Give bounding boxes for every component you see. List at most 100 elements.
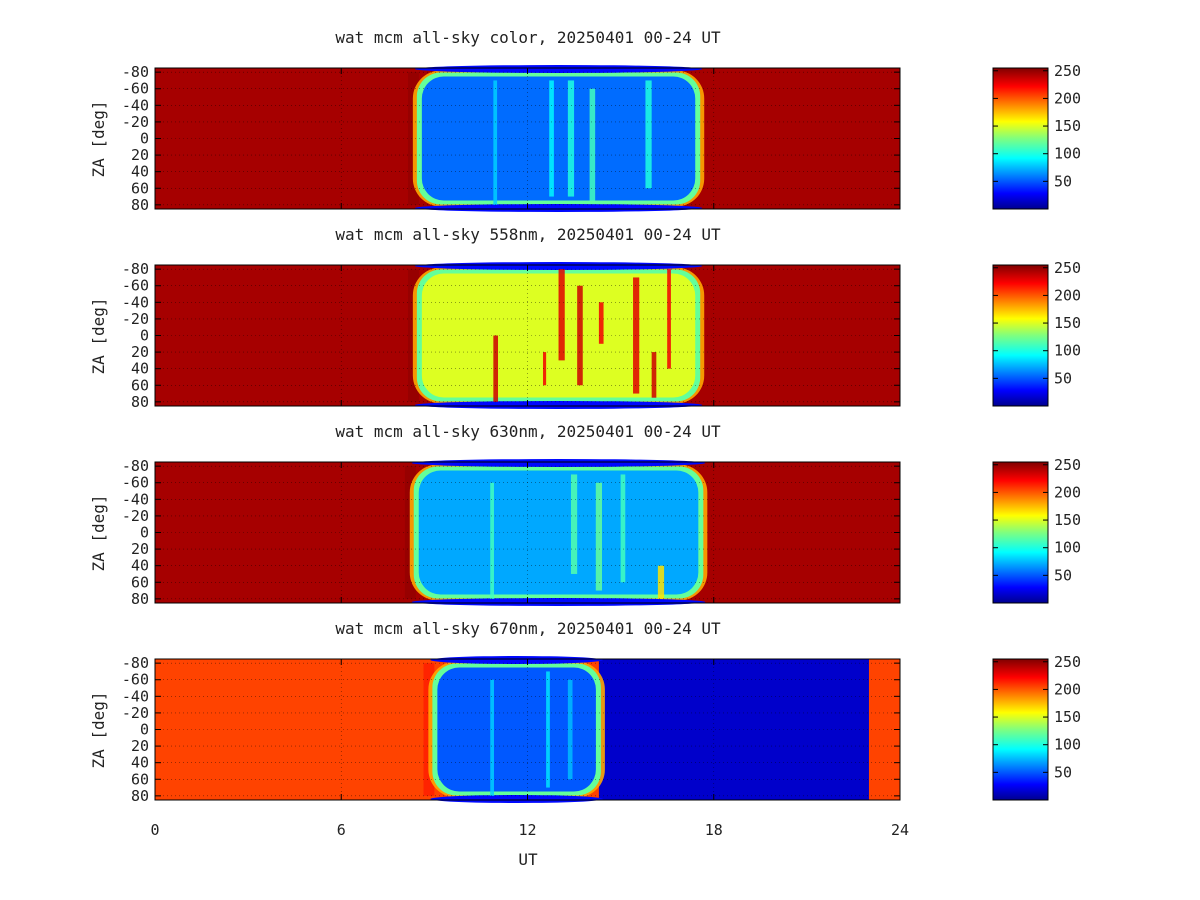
y-tick-label: 80 bbox=[131, 590, 149, 608]
y-tick-label: 20 bbox=[131, 146, 149, 164]
heatmap-streak bbox=[493, 80, 498, 205]
y-tick-label: 20 bbox=[131, 737, 149, 755]
x-tick-label: 6 bbox=[337, 821, 346, 839]
y-tick-label: 0 bbox=[140, 524, 149, 542]
colorbar-tick-label: 250 bbox=[1054, 456, 1081, 474]
y-tick-label: 80 bbox=[131, 196, 149, 214]
colorbar-tick-label: 100 bbox=[1054, 736, 1081, 754]
y-tick-label: 0 bbox=[140, 327, 149, 345]
y-tick-label: -60 bbox=[122, 80, 149, 98]
heatmap-horizon-top bbox=[414, 262, 703, 270]
y-tick-label: 60 bbox=[131, 376, 149, 394]
panel-title: wat mcm all-sky color, 20250401 00-24 UT bbox=[335, 28, 721, 47]
heatmap-night-region bbox=[437, 667, 596, 792]
y-tick-label: 0 bbox=[140, 721, 149, 739]
heatmap-streak bbox=[543, 352, 547, 386]
y-tick-label: -80 bbox=[122, 63, 149, 81]
y-tick-label: -20 bbox=[122, 310, 149, 328]
colorbar-tick-label: 100 bbox=[1054, 539, 1081, 557]
colorbar-tick-label: 50 bbox=[1054, 172, 1072, 190]
y-tick-label: 60 bbox=[131, 179, 149, 197]
panel-title: wat mcm all-sky 558nm, 20250401 00-24 UT bbox=[335, 225, 721, 244]
panel-4: wat mcm all-sky 670nm, 20250401 00-24 UT… bbox=[89, 619, 1081, 869]
x-tick-label: 12 bbox=[518, 821, 536, 839]
colorbar-tick-label: 50 bbox=[1054, 566, 1072, 584]
colorbar bbox=[992, 658, 1049, 801]
colorbar-tick-label: 200 bbox=[1054, 483, 1081, 501]
colorbar-tick-label: 100 bbox=[1054, 145, 1081, 163]
y-tick-label: 40 bbox=[131, 360, 149, 378]
y-tick-label: -20 bbox=[122, 113, 149, 131]
heatmap-horizon-bottom bbox=[430, 795, 603, 803]
colorbar bbox=[992, 67, 1049, 210]
x-tick-label: 0 bbox=[150, 821, 159, 839]
y-tick-label: -60 bbox=[122, 277, 149, 295]
y-tick-label: 20 bbox=[131, 343, 149, 361]
heatmap-horizon-top bbox=[411, 459, 706, 467]
colorbar bbox=[992, 264, 1049, 407]
y-tick-label: -60 bbox=[122, 671, 149, 689]
heatmap-horizon-bottom bbox=[414, 204, 703, 212]
heatmap-horizon-top bbox=[430, 656, 603, 664]
heatmap-streak bbox=[589, 88, 596, 201]
y-tick-label: 60 bbox=[131, 770, 149, 788]
colorbar-tick-label: 150 bbox=[1054, 511, 1081, 529]
panel-title: wat mcm all-sky 670nm, 20250401 00-24 UT bbox=[335, 619, 721, 638]
x-tick-label: 18 bbox=[705, 821, 723, 839]
y-tick-label: 20 bbox=[131, 540, 149, 558]
panel-title: wat mcm all-sky 630nm, 20250401 00-24 UT bbox=[335, 422, 721, 441]
heatmap-streak bbox=[667, 269, 671, 369]
heatmap-streak bbox=[567, 679, 573, 780]
panel-1: wat mcm all-sky color, 20250401 00-24 UT… bbox=[89, 28, 1081, 214]
y-tick-label: -60 bbox=[122, 474, 149, 492]
y-tick-label: 40 bbox=[131, 754, 149, 772]
y-tick-label: -80 bbox=[122, 457, 149, 475]
y-tick-label: 80 bbox=[131, 787, 149, 805]
y-tick-label: -40 bbox=[122, 96, 149, 114]
y-axis-label: ZA [deg] bbox=[89, 691, 108, 768]
panel-3: wat mcm all-sky 630nm, 20250401 00-24 UT… bbox=[89, 422, 1081, 608]
y-tick-label: 40 bbox=[131, 163, 149, 181]
colorbar-tick-label: 200 bbox=[1054, 286, 1081, 304]
y-tick-label: 60 bbox=[131, 573, 149, 591]
heatmap-streak bbox=[645, 80, 652, 189]
y-tick-label: -40 bbox=[122, 490, 149, 508]
x-axis-label: UT bbox=[518, 850, 538, 869]
y-tick-label: -80 bbox=[122, 260, 149, 278]
y-tick-label: 80 bbox=[131, 393, 149, 411]
colorbar-tick-label: 250 bbox=[1054, 259, 1081, 277]
heatmap-night-region bbox=[421, 76, 696, 201]
colorbar bbox=[992, 461, 1049, 604]
y-tick-label: -40 bbox=[122, 687, 149, 705]
heatmap-streak bbox=[570, 474, 578, 574]
colorbar-tick-label: 200 bbox=[1054, 680, 1081, 698]
heatmap-night-region bbox=[421, 273, 696, 398]
colorbar-tick-label: 150 bbox=[1054, 314, 1081, 332]
heatmap-streak bbox=[490, 482, 494, 599]
y-tick-label: -80 bbox=[122, 654, 149, 672]
x-tick-label: 24 bbox=[891, 821, 909, 839]
colorbar-tick-label: 150 bbox=[1054, 117, 1081, 135]
heatmap-streak bbox=[633, 277, 640, 394]
heatmap-night-region bbox=[418, 470, 699, 595]
y-tick-label: -40 bbox=[122, 293, 149, 311]
colorbar-tick-label: 50 bbox=[1054, 369, 1072, 387]
panel-2: wat mcm all-sky 558nm, 20250401 00-24 UT… bbox=[89, 225, 1081, 411]
colorbar-tick-label: 250 bbox=[1054, 653, 1081, 671]
heatmap-horizon-top bbox=[414, 65, 703, 73]
y-tick-label: 0 bbox=[140, 130, 149, 148]
y-tick-label: 40 bbox=[131, 557, 149, 575]
y-axis-label: ZA [deg] bbox=[89, 494, 108, 571]
y-axis-label: ZA [deg] bbox=[89, 297, 108, 374]
heatmap-horizon-bottom bbox=[411, 598, 706, 606]
colorbar-tick-label: 250 bbox=[1054, 62, 1081, 80]
colorbar-tick-label: 50 bbox=[1054, 763, 1072, 781]
heatmap-streak bbox=[595, 482, 602, 591]
colorbar-tick-label: 200 bbox=[1054, 89, 1081, 107]
heatmap-streak bbox=[620, 474, 626, 583]
